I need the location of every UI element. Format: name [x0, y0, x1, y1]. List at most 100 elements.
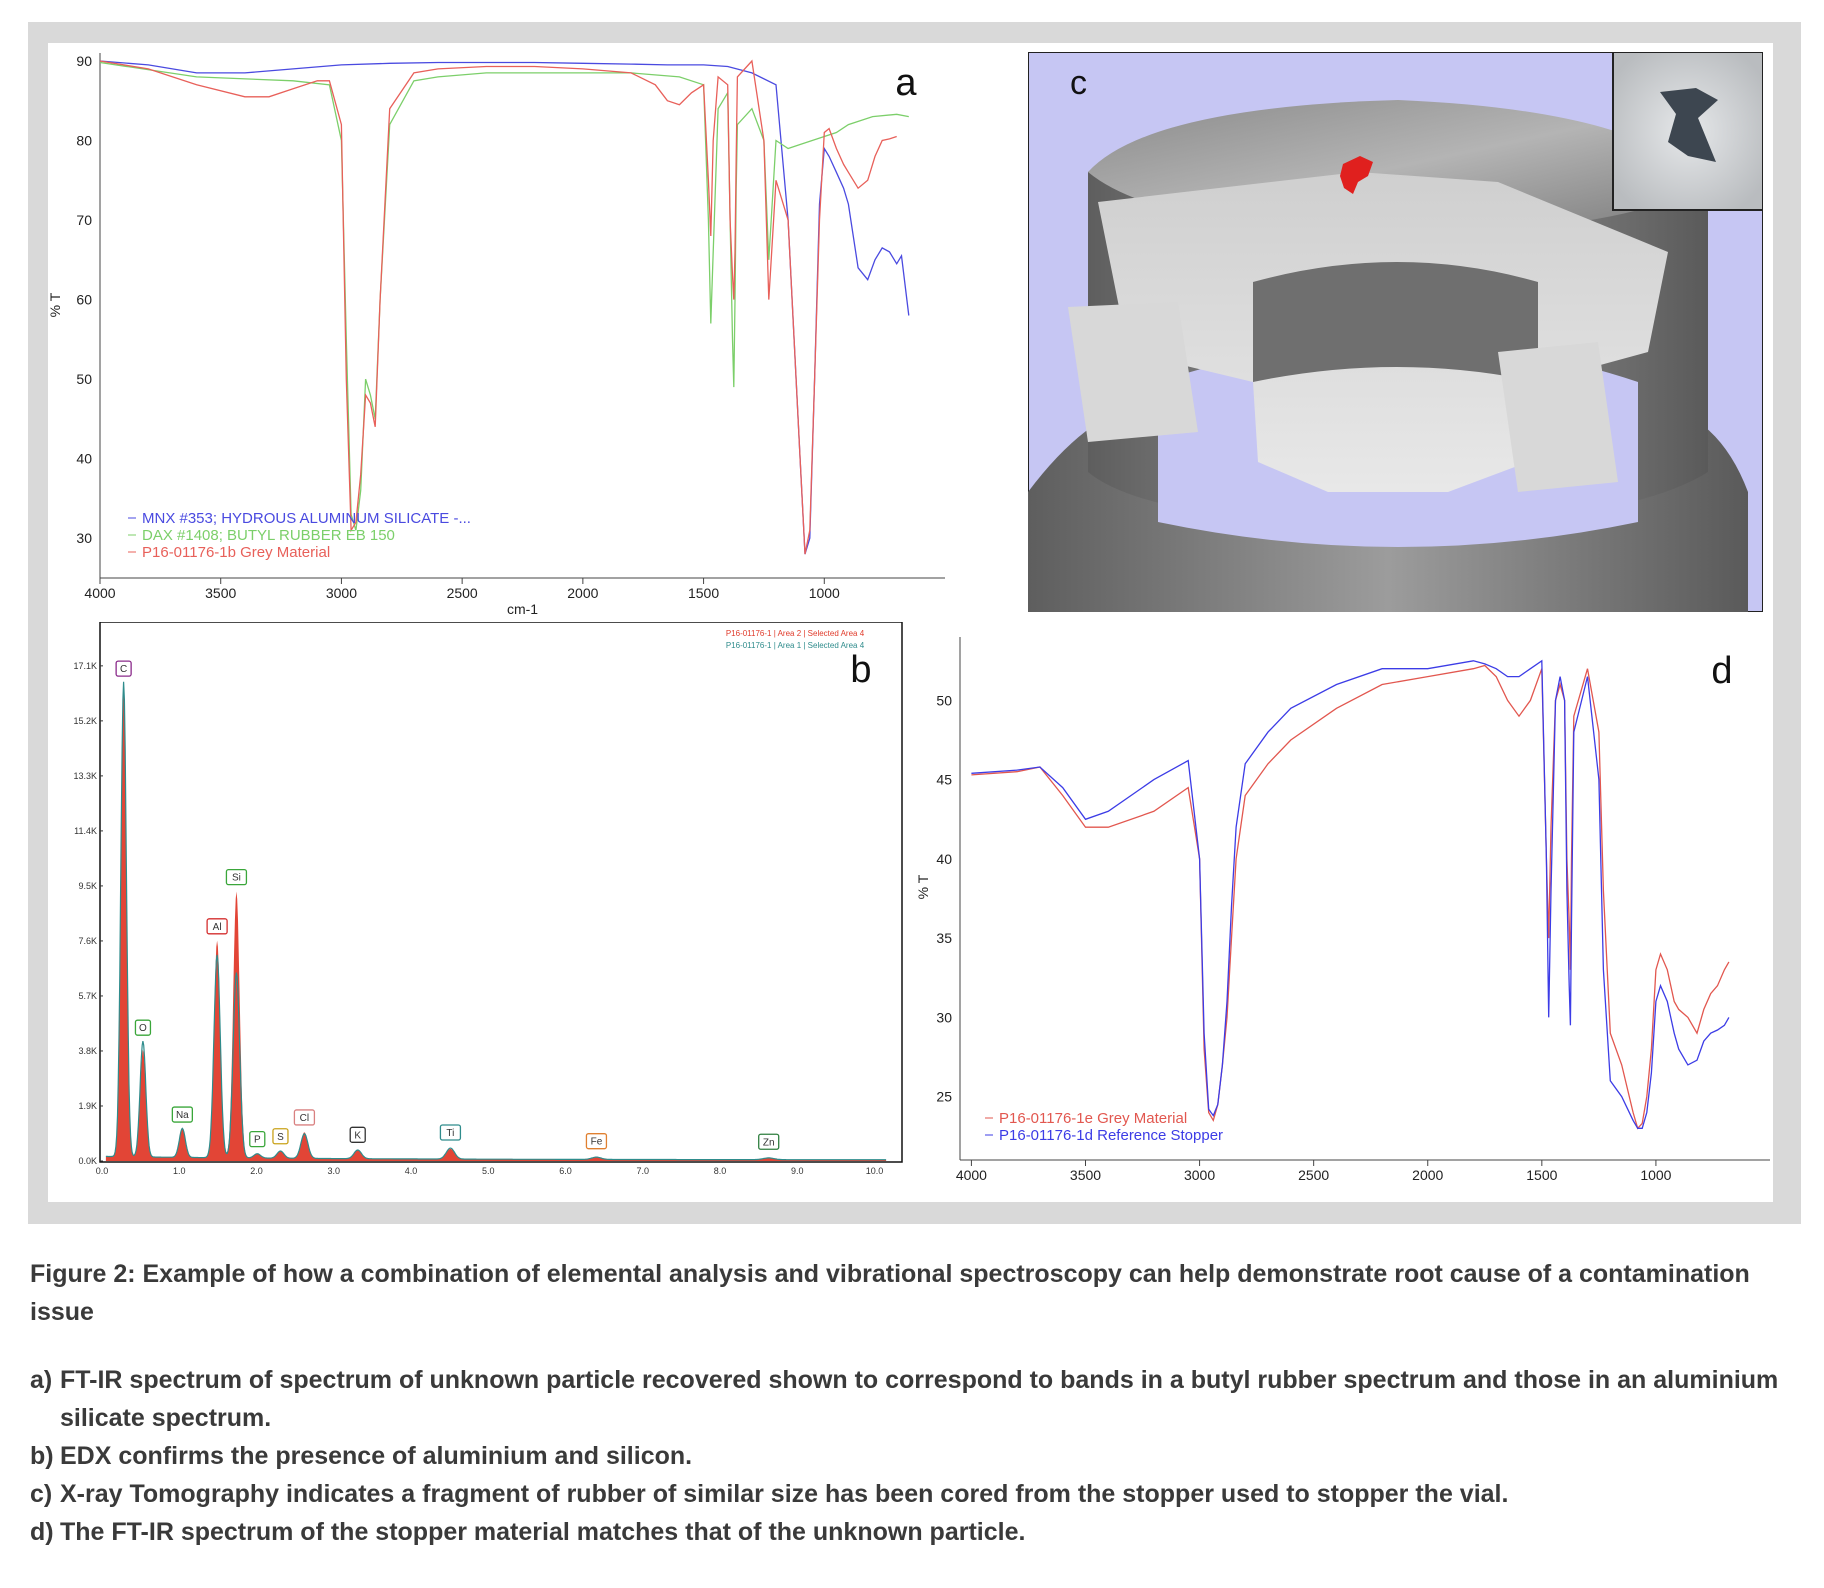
peak-label: Cl	[293, 1109, 316, 1126]
peak-label-text: O	[139, 1023, 147, 1034]
peak-label-text: Al	[213, 922, 222, 933]
peak-label-text: Na	[176, 1110, 189, 1121]
y-tick-label: 9.5K	[78, 881, 97, 891]
y-tick-label: 60	[76, 292, 92, 308]
series-line-area1	[105, 681, 887, 1161]
y-tick-label: 15.2K	[73, 716, 97, 726]
caption-item-text: FT-IR spectrum of spectrum of unknown pa…	[60, 1366, 1779, 1432]
x-tick-label: 2000	[567, 585, 598, 601]
stopper-inner-wall	[1253, 262, 1538, 382]
x-tick-label: 2500	[1298, 1167, 1329, 1183]
caption-title: Figure 2: Example of how a combination o…	[30, 1260, 1750, 1326]
figure-caption: Figure 2: Example of how a combination o…	[30, 1255, 1800, 1551]
peak-label-text: Zn	[763, 1137, 775, 1148]
peak-label-box	[758, 1133, 780, 1150]
x-axis-label: cm-1	[1349, 1183, 1380, 1185]
legend-entry: P16-01176-1b Grey Material	[142, 544, 330, 561]
peak-label-box	[585, 1133, 608, 1150]
y-tick-label: 25	[936, 1089, 952, 1105]
x-tick-label: 1500	[688, 585, 719, 601]
peak-label: Al	[206, 918, 228, 935]
peak-label-box	[293, 1109, 316, 1126]
peak-label: Fe	[585, 1133, 608, 1150]
x-tick-label: 6.0	[559, 1166, 572, 1176]
x-tick-label: 1000	[809, 585, 840, 601]
peak-label-box	[349, 1126, 366, 1143]
panel-letter-c: c	[1070, 64, 1087, 102]
panel-a: 4000 3500 3000 2500 2000 1500 1000 30 40 50 60 70 80…	[47, 43, 948, 623]
caption-item-marker: c)	[30, 1480, 53, 1508]
caption-item-text: EDX confirms the presence of aluminium a…	[60, 1442, 693, 1470]
panel-letter: a	[895, 62, 917, 104]
x-tick-label: 3000	[1184, 1167, 1215, 1183]
y-tick-label: 90	[76, 53, 92, 69]
particle-icon	[1660, 88, 1718, 162]
y-tick-label: 70	[76, 212, 92, 228]
y-tick-label: 45	[936, 772, 952, 788]
caption-item: b) EDX confirms the presence of aluminium…	[30, 1437, 1800, 1475]
x-tick-label: 10.0	[866, 1166, 884, 1176]
peak-label-box	[134, 1019, 152, 1036]
ftir-chart-d: 4000 3500 3000 2500 2000 1500 1000 25 30 35 40 45 50…	[915, 637, 1770, 1199]
x-tick-label: 3500	[1070, 1167, 1101, 1183]
y-tick-label: 50	[76, 371, 92, 387]
x-tick-label: 3.0	[328, 1166, 341, 1176]
y-tick-label: 13.3K	[73, 771, 97, 781]
y-tick-label: 40	[76, 451, 92, 467]
caption-list: a) FT-IR spectrum of spectrum of unknown …	[30, 1361, 1800, 1551]
caption-item: c) X-ray Tomography indicates a fragment …	[30, 1475, 1800, 1513]
y-tick-label: 1.9K	[78, 1101, 97, 1111]
caption-item-text: The FT-IR spectrum of the stopper materi…	[60, 1518, 1026, 1546]
caption-item-marker: d)	[30, 1518, 54, 1546]
peak-label: Na	[171, 1106, 193, 1123]
y-tick-label: 40	[936, 851, 952, 867]
x-tick-label: 5.0	[482, 1166, 495, 1176]
y-tick-label: 50	[936, 692, 952, 708]
peak-label-box	[439, 1124, 462, 1141]
peak-label: O	[134, 1019, 152, 1036]
legend-entry: P16-01176-1e Grey Material	[999, 1110, 1187, 1127]
peak-label-box	[225, 868, 248, 886]
peak-label-text: Cl	[300, 1113, 309, 1124]
x-tick-label: 9.0	[791, 1166, 804, 1176]
x-tick-label: 7.0	[637, 1166, 650, 1176]
y-tick-label: 7.6K	[78, 936, 97, 946]
panel-b: 0.0K 1.9K 3.8K 5.7K 7.6K 9.5K 11.4K 13.3K 15.2K 1…	[50, 621, 930, 1182]
y-axis-label: % T	[48, 292, 63, 317]
caption-item-text: X-ray Tomography indicates a fragment of…	[60, 1480, 1509, 1508]
series-line-1	[971, 664, 1730, 1130]
peak-label-text: Ti	[446, 1128, 454, 1139]
peak-label-box	[272, 1128, 289, 1145]
xray-tomography-image: c	[1027, 51, 1764, 613]
peak-label: Zn	[758, 1133, 780, 1150]
peak-label: K	[349, 1126, 366, 1143]
peak-label-text: S	[277, 1132, 284, 1143]
y-tick-label: 35	[936, 930, 952, 946]
peak-label: Si	[225, 868, 248, 886]
caption-item-marker: b)	[30, 1442, 54, 1470]
edx-chart-b: 0.0K1.9K3.8K5.7K7.6K9.5K11.4K13.3K15.2K1…	[73, 621, 903, 1176]
peak-label-box	[249, 1131, 266, 1148]
legend-entry: MNX #353; HYDROUS ALUMINUM SILICATE -...	[142, 510, 471, 527]
y-tick-label: 0.0K	[78, 1156, 97, 1166]
x-tick-label: 3500	[205, 585, 236, 601]
legend-entry: P16-01176-1 | Area 1 | Selected Area 4	[726, 641, 865, 650]
panel-letter: d	[1711, 650, 1732, 692]
panel-letter: b	[850, 649, 871, 691]
peak-label: S	[272, 1128, 289, 1145]
legend-entry: P16-01176-1d Reference Stopper	[999, 1127, 1223, 1144]
peak-label-box	[115, 660, 132, 677]
stopper-leg-right	[1498, 342, 1618, 492]
y-tick-label: 30	[936, 1009, 952, 1025]
y-tick-label: 17.1K	[73, 661, 97, 671]
x-tick-label: 4.0	[405, 1166, 418, 1176]
x-tick-label: 8.0	[714, 1166, 727, 1176]
series-line-2	[971, 659, 1730, 1129]
y-tick-label: 3.8K	[78, 1046, 97, 1056]
x-tick-label: 1000	[1640, 1167, 1671, 1183]
panel-d: 4000 3500 3000 2500 2000 1500 1000 25 30 35 40 45 50…	[900, 625, 1780, 1199]
x-tick-label: 2000	[1412, 1167, 1443, 1183]
series-line-1	[99, 60, 910, 555]
cored-fragment-highlight	[1340, 156, 1373, 194]
y-axis-label: % T	[915, 874, 931, 899]
